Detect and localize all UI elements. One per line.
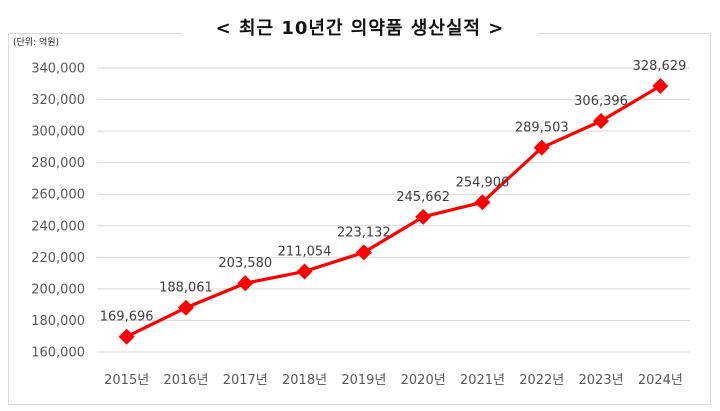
data-label: 328,629: [633, 59, 687, 74]
y-tick-label: 300,000: [31, 125, 85, 140]
data-label: 306,396: [574, 94, 628, 109]
y-axis: 160,000 180,000 200,000 220,000 240,000 260,0…: [31, 62, 85, 361]
data-label: 223,132: [337, 225, 391, 240]
data-point-marker: [415, 208, 432, 225]
series-polyline: [125, 84, 662, 339]
data-point-marker: [652, 77, 669, 94]
data-point-marker: [118, 328, 135, 345]
data-point-marker: [474, 194, 491, 211]
x-tick-label: 2021년: [460, 373, 505, 388]
y-tick-label: 260,000: [31, 188, 85, 203]
data-point-marker: [296, 263, 313, 280]
x-tick-label: 2024년: [638, 373, 683, 388]
data-label: 203,580: [218, 256, 272, 271]
data-point-marker: [177, 299, 194, 316]
x-tick-label: 2020년: [401, 373, 446, 388]
data-label: 188,061: [159, 281, 213, 296]
y-tick-label: 220,000: [31, 251, 85, 266]
data-label: 211,054: [278, 244, 332, 259]
data-label: 254,906: [456, 175, 510, 190]
y-tick-label: 240,000: [31, 219, 85, 234]
x-tick-label: 2018년: [282, 373, 327, 388]
y-tick-label: 160,000: [31, 346, 85, 361]
data-point-marker: [237, 275, 254, 292]
data-label: 169,696: [100, 310, 154, 325]
data-label: 289,503: [515, 121, 569, 136]
x-tick-label: 2016년: [163, 373, 208, 388]
x-tick-label: 2023년: [579, 373, 624, 388]
x-tick-label: 2022년: [519, 373, 564, 388]
data-point-marker: [593, 113, 610, 130]
y-tick-label: 320,000: [31, 93, 85, 108]
title-wrap: < 최근 10년간 의약품 생산실적 >: [0, 14, 720, 40]
data-point-marker: [355, 244, 372, 261]
series-line: [125, 84, 662, 339]
x-tick-label: 2019년: [341, 373, 386, 388]
unit-note: (단위: 억원): [13, 35, 60, 48]
data-labels: 169,696 188,061 203,580 211,054 223,132 245,6…: [100, 59, 687, 325]
x-axis: 2015년 2016년 2017년 2018년 2019년 2020년 2021년 2022년…: [104, 373, 683, 388]
data-label: 245,662: [396, 190, 450, 205]
x-tick-label: 2017년: [223, 373, 268, 388]
y-tick-label: 280,000: [31, 156, 85, 171]
chart-title: < 최근 10년간 의약품 생산실적 >: [181, 14, 539, 40]
x-tick-label: 2015년: [104, 373, 149, 388]
gridlines: [97, 67, 690, 353]
y-tick-label: 180,000: [31, 314, 85, 329]
data-point-marker: [533, 139, 550, 156]
series-markers: [118, 77, 669, 345]
y-tick-label: 340,000: [31, 62, 85, 77]
y-tick-label: 200,000: [31, 282, 85, 297]
